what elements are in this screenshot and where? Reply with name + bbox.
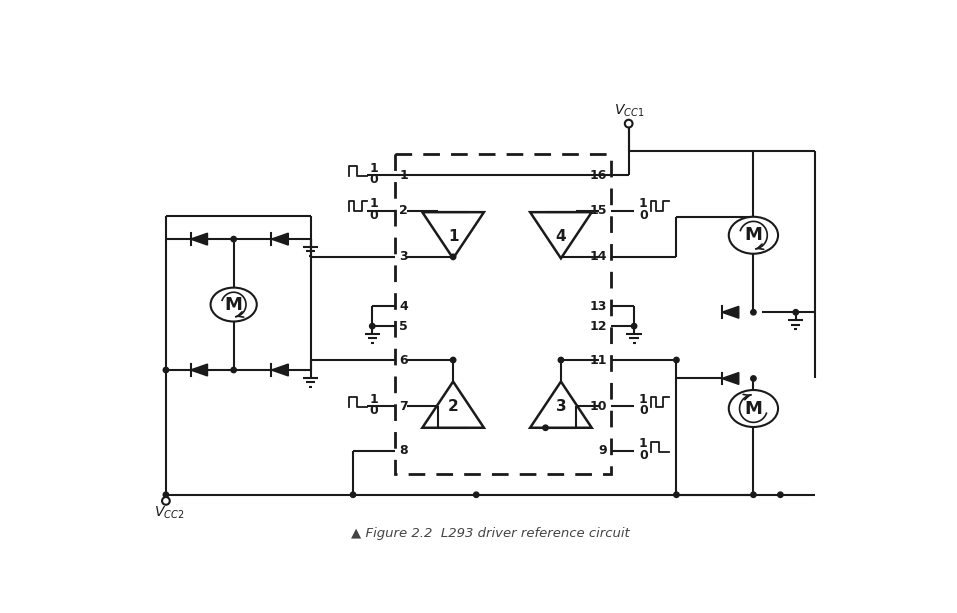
Text: 9: 9 bbox=[598, 444, 607, 457]
Text: 12: 12 bbox=[590, 319, 607, 333]
Circle shape bbox=[164, 367, 168, 373]
Circle shape bbox=[793, 310, 798, 315]
Circle shape bbox=[750, 376, 756, 381]
Circle shape bbox=[778, 492, 783, 497]
Text: 4: 4 bbox=[556, 229, 567, 245]
Text: 8: 8 bbox=[399, 444, 408, 457]
Circle shape bbox=[674, 492, 679, 497]
Circle shape bbox=[625, 120, 633, 128]
Circle shape bbox=[350, 492, 356, 497]
Circle shape bbox=[451, 254, 456, 259]
Polygon shape bbox=[722, 373, 739, 384]
Circle shape bbox=[474, 492, 478, 497]
Text: 15: 15 bbox=[590, 204, 607, 217]
Text: 0: 0 bbox=[639, 449, 648, 462]
Text: 5: 5 bbox=[399, 319, 408, 333]
Text: 0: 0 bbox=[369, 209, 378, 222]
Text: 1: 1 bbox=[369, 162, 378, 175]
Text: 4: 4 bbox=[399, 300, 408, 313]
Text: $V_{CC1}$: $V_{CC1}$ bbox=[613, 103, 644, 120]
Text: 7: 7 bbox=[399, 400, 408, 413]
Text: 2: 2 bbox=[448, 398, 458, 414]
Text: 1: 1 bbox=[399, 169, 408, 181]
Text: 11: 11 bbox=[590, 354, 607, 367]
Polygon shape bbox=[190, 364, 208, 376]
Text: 1: 1 bbox=[639, 393, 648, 406]
Circle shape bbox=[632, 324, 636, 329]
Circle shape bbox=[162, 497, 169, 504]
Text: 13: 13 bbox=[590, 300, 607, 313]
Polygon shape bbox=[272, 364, 288, 376]
Text: 3: 3 bbox=[556, 398, 567, 414]
Polygon shape bbox=[190, 233, 208, 245]
Text: M: M bbox=[745, 400, 763, 417]
Circle shape bbox=[231, 237, 236, 242]
Circle shape bbox=[750, 310, 756, 315]
Text: 1: 1 bbox=[448, 229, 458, 245]
Text: M: M bbox=[745, 226, 763, 244]
Text: 1: 1 bbox=[639, 197, 648, 210]
Text: 0: 0 bbox=[369, 173, 378, 186]
Text: 1: 1 bbox=[369, 393, 378, 406]
Circle shape bbox=[369, 324, 375, 329]
Text: ▲ Figure 2.2  L293 driver reference circuit: ▲ Figure 2.2 L293 driver reference circu… bbox=[350, 527, 630, 540]
Text: M: M bbox=[225, 295, 243, 314]
Text: $V_{CC2}$: $V_{CC2}$ bbox=[154, 505, 185, 522]
Circle shape bbox=[231, 367, 236, 373]
Text: 2: 2 bbox=[399, 204, 408, 217]
Text: 1: 1 bbox=[639, 438, 648, 451]
Ellipse shape bbox=[729, 390, 778, 427]
Circle shape bbox=[558, 357, 564, 363]
Text: 14: 14 bbox=[590, 250, 607, 264]
Circle shape bbox=[451, 357, 456, 363]
Text: 0: 0 bbox=[639, 209, 648, 222]
Text: 0: 0 bbox=[369, 405, 378, 417]
Circle shape bbox=[543, 425, 548, 430]
Text: 3: 3 bbox=[399, 250, 408, 264]
Polygon shape bbox=[722, 306, 739, 318]
Text: 0: 0 bbox=[639, 405, 648, 417]
Polygon shape bbox=[272, 233, 288, 245]
Circle shape bbox=[750, 492, 756, 497]
Text: 6: 6 bbox=[399, 354, 408, 367]
Text: 10: 10 bbox=[590, 400, 607, 413]
Ellipse shape bbox=[211, 287, 256, 321]
Circle shape bbox=[164, 492, 168, 497]
Ellipse shape bbox=[729, 217, 778, 254]
Circle shape bbox=[674, 357, 679, 363]
Text: 16: 16 bbox=[590, 169, 607, 181]
Text: 1: 1 bbox=[369, 197, 378, 210]
